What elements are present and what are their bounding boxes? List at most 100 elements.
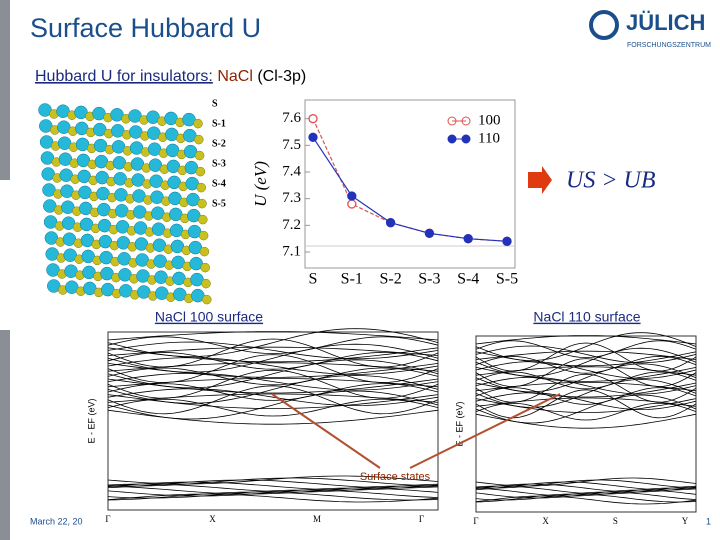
band-line [107, 481, 439, 491]
data-point [308, 132, 318, 142]
crystal-image: S S-1 S-2 S-3 S-4 S-5 [38, 98, 226, 305]
band-line [475, 345, 697, 364]
slide-title: Surface Hubbard U [30, 13, 261, 43]
band-line [475, 397, 697, 407]
band-line [475, 392, 697, 411]
band-line [107, 477, 439, 487]
page-number: 1 [706, 516, 711, 526]
legend-label: 100 [478, 112, 501, 128]
conclusion: US > UB [528, 166, 656, 194]
logo-name: JÜLICH [626, 10, 705, 35]
band-line [475, 485, 697, 495]
line-chart: 7.1 7.2 7.3 7.4 7.5 7.6 S S-1 S-2 S-3 S-4 S-5 U (eV)… [251, 99, 518, 288]
band-line [107, 485, 439, 495]
band-line [107, 409, 439, 425]
band-line [107, 489, 439, 499]
subtitle: Hubbard U for insulators: NaCl (Cl-3p) [35, 68, 306, 85]
band-line [475, 483, 697, 493]
series-line [312, 137, 508, 242]
k-point-label: Γ [419, 514, 424, 524]
band-line [475, 387, 697, 405]
subtitle-material: NaCl [217, 68, 253, 85]
k-point-label: Γ [473, 516, 478, 526]
band-line [475, 413, 697, 429]
band-plots: NaCl 100 surface E - EF (eV) Γ X M Γ NaCl 110 … [86, 309, 697, 526]
atom [202, 294, 212, 305]
data-point [424, 228, 435, 238]
band-line [107, 378, 439, 388]
x-tick-label: S-3 [418, 271, 440, 288]
data-point [308, 114, 318, 124]
k-point-label: S [613, 516, 618, 526]
logo-sub: FORSCHUNGSZENTRUM [627, 42, 711, 49]
band-line [475, 487, 697, 497]
atom [194, 134, 204, 145]
layer-label: S-5 [212, 198, 226, 209]
x-tick-label: S [309, 271, 318, 288]
k-point-label: Γ [105, 514, 110, 524]
y-tick-label: 7.2 [282, 217, 301, 233]
arrow [528, 166, 552, 194]
band-y-label: E - EF (eV) [454, 401, 464, 446]
y-tick-label: 7.4 [282, 163, 301, 179]
band-line [475, 495, 697, 505]
band-line [475, 361, 697, 379]
band-line [107, 372, 439, 391]
x-tick-label: S-1 [341, 271, 363, 288]
atom [201, 278, 211, 289]
data-point [463, 234, 473, 244]
atom [198, 214, 208, 225]
band-line [475, 402, 697, 421]
side-bar [0, 0, 10, 180]
band-line [107, 351, 439, 370]
band-line [107, 331, 439, 341]
band-line [475, 340, 697, 359]
layer-label: S [212, 98, 218, 109]
layer-label: S-1 [212, 118, 226, 129]
band-line [475, 366, 697, 376]
subtitle-orbital: (Cl-3p) [257, 68, 306, 85]
x-tick-label: S-2 [379, 271, 401, 288]
logo: JÜLICH FORSCHUNGSZENTRUM [589, 10, 711, 49]
atom [195, 166, 206, 177]
band-y-label: E - EF (eV) [86, 398, 96, 443]
legend-label: 110 [478, 130, 500, 146]
band-line [107, 346, 439, 356]
k-point-label: M [313, 514, 321, 524]
k-point-label: X [542, 516, 549, 526]
y-tick-label: 7.1 [282, 243, 301, 259]
band-line [107, 341, 439, 360]
atom [193, 118, 203, 129]
atom [198, 230, 209, 241]
atom [194, 150, 205, 161]
band-line [475, 493, 697, 503]
k-point-label: Y [682, 516, 689, 526]
band-line [107, 357, 439, 375]
band-line [475, 479, 697, 489]
annotation: Surface states [360, 471, 431, 483]
band-line [475, 367, 697, 382]
band-line [107, 336, 439, 355]
data-point [502, 236, 512, 246]
subtitle-lead: Hubbard U for insulators: [35, 68, 213, 85]
band-plot-label: NaCl 100 surface [155, 309, 263, 325]
band-line [107, 491, 439, 501]
band-line [107, 378, 439, 394]
footer-date: March 22, 20 [30, 516, 83, 526]
band-line [475, 371, 697, 390]
band-line [475, 355, 697, 374]
data-point [347, 191, 357, 201]
y-tick-label: 7.3 [282, 190, 301, 206]
atom [197, 198, 207, 209]
band-line [107, 475, 439, 485]
k-point-label: X [209, 514, 216, 524]
layer-label: S-3 [212, 158, 226, 169]
plot-frame [304, 99, 516, 269]
band-plot-label: NaCl 110 surface [533, 309, 640, 325]
atom [199, 246, 210, 257]
x-tick-label: S-5 [496, 271, 518, 288]
band-line [475, 382, 697, 398]
band-line [475, 477, 697, 487]
band-line [107, 347, 439, 363]
